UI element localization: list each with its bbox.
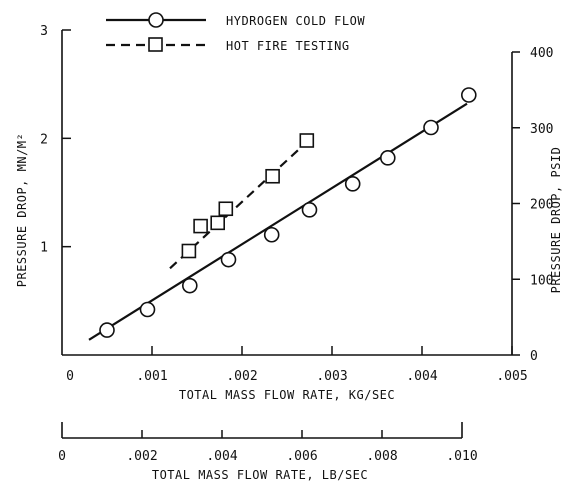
right-y-tick-label: 200: [530, 198, 553, 213]
hydrogen-data-point: [220, 251, 237, 268]
hydrogen-data-point: [460, 87, 477, 103]
hydrogen-data-point: [344, 176, 361, 192]
ticks-layer: 0 .001 .002 .003 .004 .005 1 2 3 0 100 200 300 400 0 .0…: [40, 24, 553, 464]
legend: HYDROGEN COLD FLOW HOT FIRE TESTING: [106, 12, 365, 53]
secondary-x-tick-label: .010: [446, 449, 477, 464]
right-y-tick-label: 0: [530, 349, 538, 364]
right-y-tick-label: 300: [530, 122, 553, 137]
hydrogen-data-point: [263, 226, 280, 243]
x-tick-label: .004: [406, 369, 437, 384]
hot-fire-data-point: [218, 201, 234, 217]
left-y-tick-label: 2: [40, 132, 48, 147]
x-tick-label: .005: [496, 369, 527, 384]
hydrogen-data-point: [139, 301, 156, 318]
hot-fire-data-point: [193, 218, 208, 234]
hydrogen-fit-line: [88, 102, 468, 341]
legend-square-marker: [148, 37, 163, 52]
x-tick-label: 0: [66, 369, 74, 384]
hot-fire-data-point: [210, 215, 225, 231]
secondary-x-tick-label: .002: [126, 449, 157, 464]
secondary-x-axis-title: TOTAL MASS FLOW RATE, LB/SEC: [152, 468, 368, 482]
secondary-x-tick-label: .006: [286, 449, 317, 464]
secondary-x-tick-label: .004: [206, 449, 237, 464]
primary-x-axis-title: TOTAL MASS FLOW RATE, KG/SEC: [179, 388, 395, 402]
left-y-axis-title: PRESSURE DROP, MN/M²: [15, 133, 29, 288]
left-y-tick-label: 3: [40, 24, 48, 39]
hydrogen-data-point: [379, 150, 396, 166]
x-tick-label: .002: [226, 369, 257, 384]
legend-item-hydrogen-cold-flow: HYDROGEN COLD FLOW: [106, 12, 365, 28]
right-y-tick-label: 100: [530, 273, 553, 288]
series-markers-layer: [99, 87, 477, 338]
hydrogen-data-point: [301, 202, 318, 218]
hot-fire-data-point: [181, 243, 197, 259]
right-y-axis-title: PRESSURE DROP, PSID: [549, 147, 563, 294]
hot-fire-data-point: [265, 168, 280, 184]
hot-fire-data-point: [299, 133, 315, 148]
hydrogen-data-point: [423, 119, 439, 136]
legend-label-hot-fire-testing: HOT FIRE TESTING: [226, 39, 350, 53]
x-tick-label: .001: [136, 369, 167, 384]
x-tick-label: .003: [316, 369, 347, 384]
secondary-x-tick-label: .008: [366, 449, 397, 464]
hydrogen-data-point: [182, 277, 198, 294]
left-y-tick-label: 1: [40, 241, 48, 256]
legend-circle-marker: [148, 12, 164, 28]
right-y-tick-label: 400: [530, 46, 553, 61]
hydrogen-data-point: [99, 322, 115, 338]
legend-label-hydrogen-cold-flow: HYDROGEN COLD FLOW: [226, 14, 365, 28]
secondary-x-tick-label: 0: [58, 449, 66, 464]
legend-item-hot-fire-testing: HOT FIRE TESTING: [106, 37, 350, 53]
